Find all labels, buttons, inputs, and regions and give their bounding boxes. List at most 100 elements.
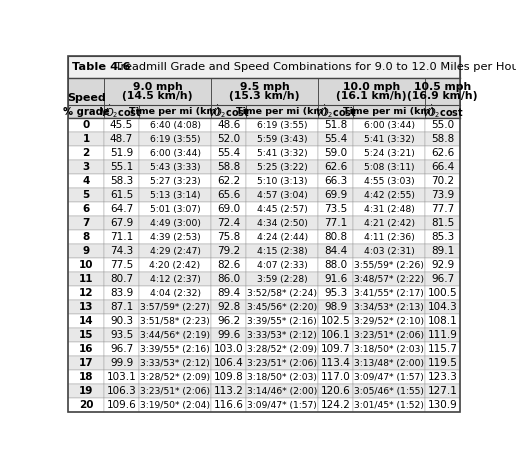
Bar [139, 119, 211, 133]
Text: 3:23/51* (2:06): 3:23/51* (2:06) [247, 359, 317, 368]
Bar [211, 328, 246, 342]
Bar [211, 146, 246, 160]
Bar [246, 146, 318, 160]
Text: 3:13/48* (2:00): 3:13/48* (2:00) [354, 359, 424, 368]
Text: 2: 2 [83, 148, 90, 159]
Bar [104, 384, 139, 398]
Bar [69, 272, 104, 286]
Text: 3:33/53* (2:12): 3:33/53* (2:12) [140, 359, 210, 368]
Bar [211, 314, 246, 328]
Bar [318, 384, 353, 398]
Bar [104, 398, 139, 412]
Bar [104, 160, 139, 174]
Bar [246, 370, 318, 384]
Bar [139, 398, 211, 412]
Text: 61.5: 61.5 [110, 190, 133, 200]
Text: 4:04 (2:32): 4:04 (2:32) [150, 289, 201, 298]
Text: 74.3: 74.3 [110, 246, 133, 256]
Bar [69, 370, 104, 384]
Bar [104, 370, 139, 384]
Text: 5:43 (3:33): 5:43 (3:33) [150, 163, 200, 172]
Text: 109.7: 109.7 [321, 344, 350, 354]
Text: 4:24 (2:44): 4:24 (2:44) [256, 233, 308, 242]
Text: 4:20 (2:42): 4:20 (2:42) [150, 261, 201, 270]
Text: 108.1: 108.1 [428, 316, 458, 326]
Text: 69.9: 69.9 [324, 190, 347, 200]
Text: Table 4.6: Table 4.6 [72, 62, 130, 72]
Bar [425, 370, 460, 384]
Text: 11: 11 [79, 274, 93, 284]
Bar [425, 105, 460, 119]
Bar [318, 286, 353, 300]
Text: 77.5: 77.5 [110, 260, 133, 270]
Bar [246, 286, 318, 300]
Text: Time per mi (km): Time per mi (km) [236, 107, 328, 116]
Text: 3:48/57* (2:22): 3:48/57* (2:22) [354, 275, 424, 284]
Text: Time per mi (km): Time per mi (km) [129, 107, 221, 116]
Bar [211, 216, 246, 230]
Bar [69, 328, 104, 342]
Bar [246, 272, 318, 286]
Bar [246, 300, 318, 314]
Bar [104, 188, 139, 202]
Text: 109.8: 109.8 [214, 372, 244, 382]
Text: 119.5: 119.5 [428, 358, 458, 368]
Bar [69, 174, 104, 188]
Text: 4:39 (2:53): 4:39 (2:53) [150, 233, 200, 242]
Text: 58.3: 58.3 [110, 176, 133, 186]
Bar [139, 356, 211, 370]
Bar [353, 300, 425, 314]
Bar [425, 384, 460, 398]
Text: 8: 8 [83, 232, 90, 242]
Text: 4:34 (2:50): 4:34 (2:50) [256, 219, 308, 228]
Text: 123.3: 123.3 [428, 372, 458, 382]
Bar [425, 188, 460, 202]
Bar [425, 272, 460, 286]
Text: 48.6: 48.6 [217, 120, 240, 131]
Text: 103.0: 103.0 [214, 344, 244, 354]
Bar [425, 286, 460, 300]
Text: 4: 4 [83, 176, 90, 186]
Text: 1: 1 [83, 134, 90, 145]
Bar [425, 160, 460, 174]
Text: 55.0: 55.0 [431, 120, 454, 131]
Text: 102.5: 102.5 [321, 316, 350, 326]
Bar [139, 300, 211, 314]
Bar [139, 370, 211, 384]
Bar [318, 244, 353, 258]
Bar [104, 216, 139, 230]
Bar [69, 119, 104, 133]
Bar [104, 244, 139, 258]
Bar [353, 272, 425, 286]
Text: 5:01 (3:07): 5:01 (3:07) [150, 205, 200, 214]
Bar [353, 314, 425, 328]
Text: 91.6: 91.6 [324, 274, 347, 284]
Text: 124.2: 124.2 [321, 400, 350, 410]
Text: 5:10 (3:13): 5:10 (3:13) [257, 177, 308, 186]
Bar [139, 286, 211, 300]
Text: 5:41 (3:32): 5:41 (3:32) [257, 149, 308, 158]
Text: (16.9 km/h): (16.9 km/h) [408, 91, 478, 101]
Bar [69, 244, 104, 258]
Bar [318, 272, 353, 286]
Bar [318, 398, 353, 412]
Text: 73.9: 73.9 [431, 190, 455, 200]
Bar [104, 286, 139, 300]
Bar [353, 105, 425, 119]
Bar [318, 160, 353, 174]
Text: 4:21 (2:42): 4:21 (2:42) [364, 219, 415, 228]
Text: 4:12 (2:37): 4:12 (2:37) [150, 275, 200, 284]
Text: 4:45 (2:57): 4:45 (2:57) [257, 205, 308, 214]
Bar [353, 356, 425, 370]
Bar [104, 202, 139, 216]
Bar [211, 258, 246, 272]
Text: 70.2: 70.2 [431, 176, 454, 186]
Text: 113.2: 113.2 [214, 386, 244, 396]
Text: 106.1: 106.1 [321, 330, 350, 340]
Text: 88.0: 88.0 [324, 260, 347, 270]
Bar [246, 328, 318, 342]
Text: 58.8: 58.8 [217, 162, 240, 173]
Text: % grade: % grade [63, 106, 109, 117]
Text: 62.6: 62.6 [431, 148, 455, 159]
Bar [246, 230, 318, 244]
